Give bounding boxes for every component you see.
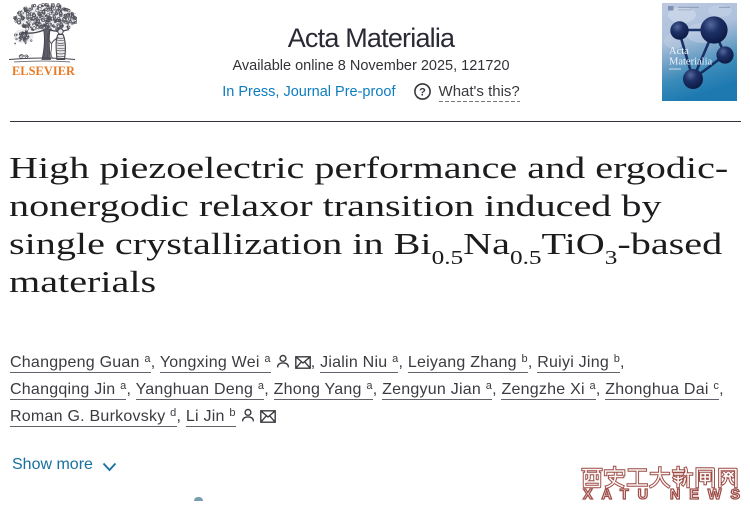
svg-text:Materialia: Materialia <box>669 57 712 68</box>
svg-text:XATU NEWS: XATU NEWS <box>583 487 740 501</box>
svg-text:Acta: Acta <box>669 46 689 57</box>
svg-text:?: ? <box>419 86 426 98</box>
